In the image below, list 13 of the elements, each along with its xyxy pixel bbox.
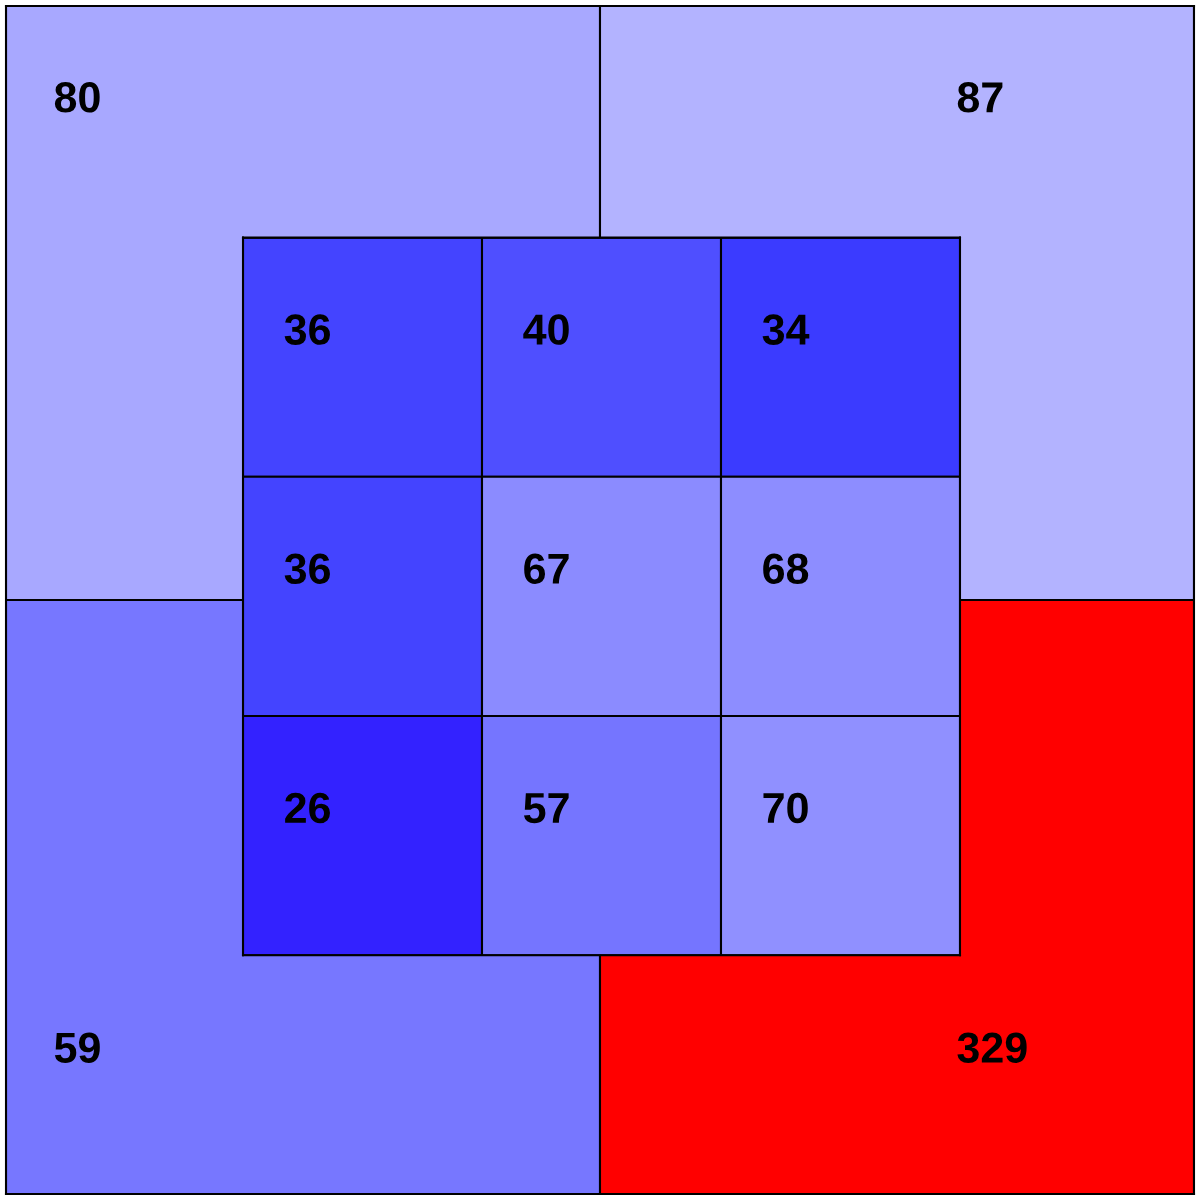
data-label: 36 bbox=[284, 314, 330, 345]
data-label: 26 bbox=[285, 792, 330, 824]
data-label: 68 bbox=[763, 553, 809, 585]
data-label: 87 bbox=[957, 82, 1003, 113]
data-label: 57 bbox=[523, 793, 569, 824]
data-label: 34 bbox=[762, 314, 810, 345]
data-label: 70 bbox=[763, 792, 808, 824]
data-label: 59 bbox=[54, 1032, 100, 1063]
data-label: 40 bbox=[523, 314, 569, 345]
data-label: 80 bbox=[54, 82, 100, 113]
data-label: 329 bbox=[957, 1032, 1027, 1064]
data-label: 67 bbox=[524, 553, 569, 585]
data-label: 36 bbox=[284, 553, 330, 585]
